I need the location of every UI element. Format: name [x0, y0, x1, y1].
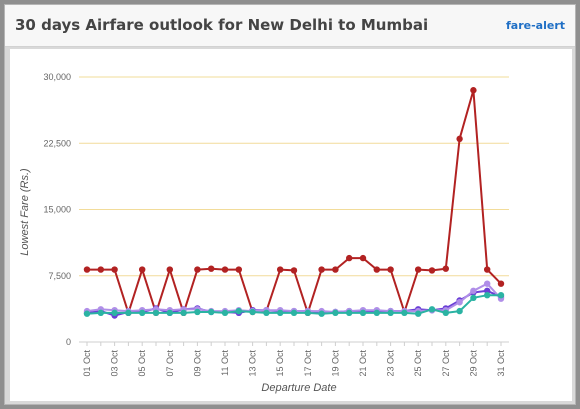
data-point [111, 309, 118, 317]
chart-panel: Lowest Fare (Rs.) Departure Date 0 7,500 1… [10, 49, 572, 401]
data-point [277, 266, 284, 273]
data-point [304, 309, 311, 317]
x-tick-label: 27 Oct [441, 350, 451, 377]
data-point [166, 309, 173, 317]
data-point [208, 265, 215, 272]
data-point [208, 308, 215, 316]
data-point [484, 280, 491, 287]
data-point [139, 266, 146, 273]
chart-card: 30 days Airfare outlook for New Delhi to… [4, 4, 576, 405]
x-axis-title: Departure Date [261, 382, 336, 394]
y-tick-label: 22,500 [43, 138, 71, 148]
data-point [387, 266, 394, 273]
y-axis-title: Lowest Fare (Rs.) [19, 168, 31, 256]
x-tick-label: 09 Oct [192, 350, 202, 377]
x-tick-label: 25 Oct [413, 350, 423, 377]
data-point [221, 309, 229, 317]
data-point [125, 309, 132, 317]
data-point [497, 280, 505, 287]
y-tick-label: 0 [66, 337, 71, 347]
data-point [373, 266, 380, 273]
x-tick-label: 17 Oct [303, 350, 313, 377]
data-point [97, 266, 105, 273]
data-point [442, 265, 449, 272]
data-point [497, 291, 505, 299]
x-tick-label: 01 Oct [82, 350, 92, 377]
y-tick-label: 15,000 [43, 205, 71, 215]
data-point [415, 266, 422, 273]
data-point [332, 266, 339, 273]
data-point [346, 254, 353, 262]
data-point [180, 309, 187, 317]
data-point [332, 309, 339, 317]
data-point [401, 309, 408, 317]
data-point [359, 254, 367, 262]
data-point [484, 266, 491, 273]
x-tick-label: 13 Oct [248, 350, 258, 377]
data-point [277, 309, 284, 317]
data-point [318, 266, 325, 273]
x-tick-label: 11 Oct [220, 350, 230, 376]
data-point [456, 299, 463, 306]
data-point [484, 291, 491, 299]
x-tick-label: 05 Oct [137, 350, 147, 377]
series-line-1 [87, 89, 502, 314]
y-tick-label: 30,000 [43, 72, 71, 82]
data-point [194, 308, 201, 316]
data-point [290, 309, 298, 317]
series-line-3 [86, 282, 502, 313]
data-point [97, 309, 105, 317]
x-tick-label: 19 Oct [330, 350, 340, 377]
chart-title: 30 days Airfare outlook for New Delhi to… [15, 16, 429, 34]
data-point [428, 267, 436, 274]
x-tick-label: 07 Oct [165, 350, 175, 377]
data-point [318, 310, 325, 317]
data-point [111, 266, 118, 273]
x-tick-label: 23 Oct [386, 350, 396, 377]
fare-alert-link[interactable]: fare-alert [506, 19, 565, 32]
x-tick-label: 15 Oct [275, 350, 285, 377]
data-point [428, 306, 436, 313]
data-point [166, 266, 173, 273]
card-header: 30 days Airfare outlook for New Delhi to… [5, 5, 575, 47]
data-point [139, 309, 146, 317]
data-point [346, 309, 353, 317]
data-point [83, 266, 91, 273]
data-point [484, 287, 491, 294]
data-point [359, 309, 367, 317]
data-point [290, 267, 298, 274]
x-tick-label: 03 Oct [110, 350, 120, 377]
data-point [470, 87, 477, 94]
data-point [456, 307, 463, 315]
data-point [83, 310, 91, 317]
data-point [442, 309, 449, 317]
data-point [235, 266, 242, 273]
data-point [249, 308, 256, 316]
x-tick-label: 29 Oct [468, 350, 478, 377]
data-point [152, 309, 160, 317]
data-point [470, 287, 477, 294]
airfare-line-chart: Lowest Fare (Rs.) Departure Date 0 7,500 1… [19, 72, 509, 394]
data-point [221, 266, 229, 273]
data-point [470, 294, 477, 302]
data-point [235, 307, 242, 315]
x-tick-label: 31 Oct [496, 350, 506, 377]
data-point [387, 309, 394, 317]
data-point [194, 266, 201, 273]
data-point [415, 310, 422, 317]
data-point [263, 309, 270, 317]
y-tick-label: 7,500 [48, 271, 71, 281]
x-tick-label: 21 Oct [358, 350, 368, 377]
data-point [456, 135, 463, 143]
data-point [373, 309, 380, 317]
